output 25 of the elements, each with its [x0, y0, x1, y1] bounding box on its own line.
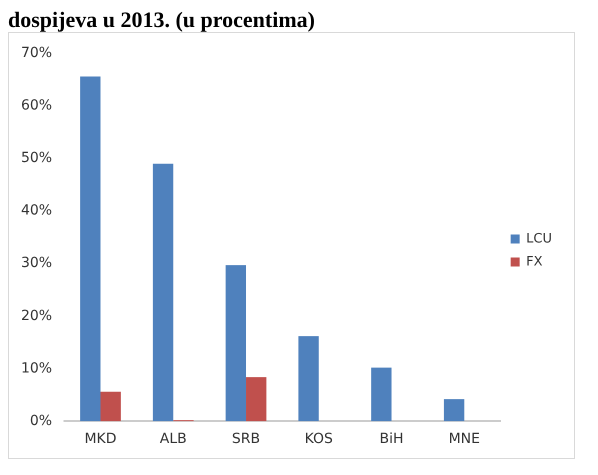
y-tick-label: 0% — [30, 412, 52, 429]
x-tick-label: SRB — [232, 431, 260, 448]
bar — [371, 368, 392, 422]
legend-label: LCU — [526, 231, 552, 246]
bar — [444, 399, 464, 422]
y-tick-label: 30% — [20, 255, 52, 272]
x-tick-label: MKD — [84, 431, 117, 448]
y-tick-label: 50% — [20, 150, 52, 166]
y-tick-label: 60% — [20, 98, 52, 114]
y-tick-label: 10% — [20, 360, 52, 376]
x-tick-label: BiH — [380, 431, 404, 448]
chart-title: dospijeva u 2013. (u procentima) — [8, 7, 316, 32]
x-tick-label: MNE — [448, 431, 480, 448]
y-tick-label: 70% — [20, 45, 52, 62]
x-tick-label: KOS — [304, 431, 334, 448]
bar — [80, 76, 100, 422]
bar — [298, 336, 319, 422]
bar — [152, 164, 174, 422]
y-tick-label: 40% — [20, 202, 52, 219]
x-tick-label: ALB — [160, 431, 187, 448]
bar — [246, 377, 266, 422]
bar — [226, 265, 246, 422]
legend-label: FX — [526, 254, 543, 270]
bar — [100, 392, 121, 422]
y-tick-label: 20% — [20, 308, 52, 324]
